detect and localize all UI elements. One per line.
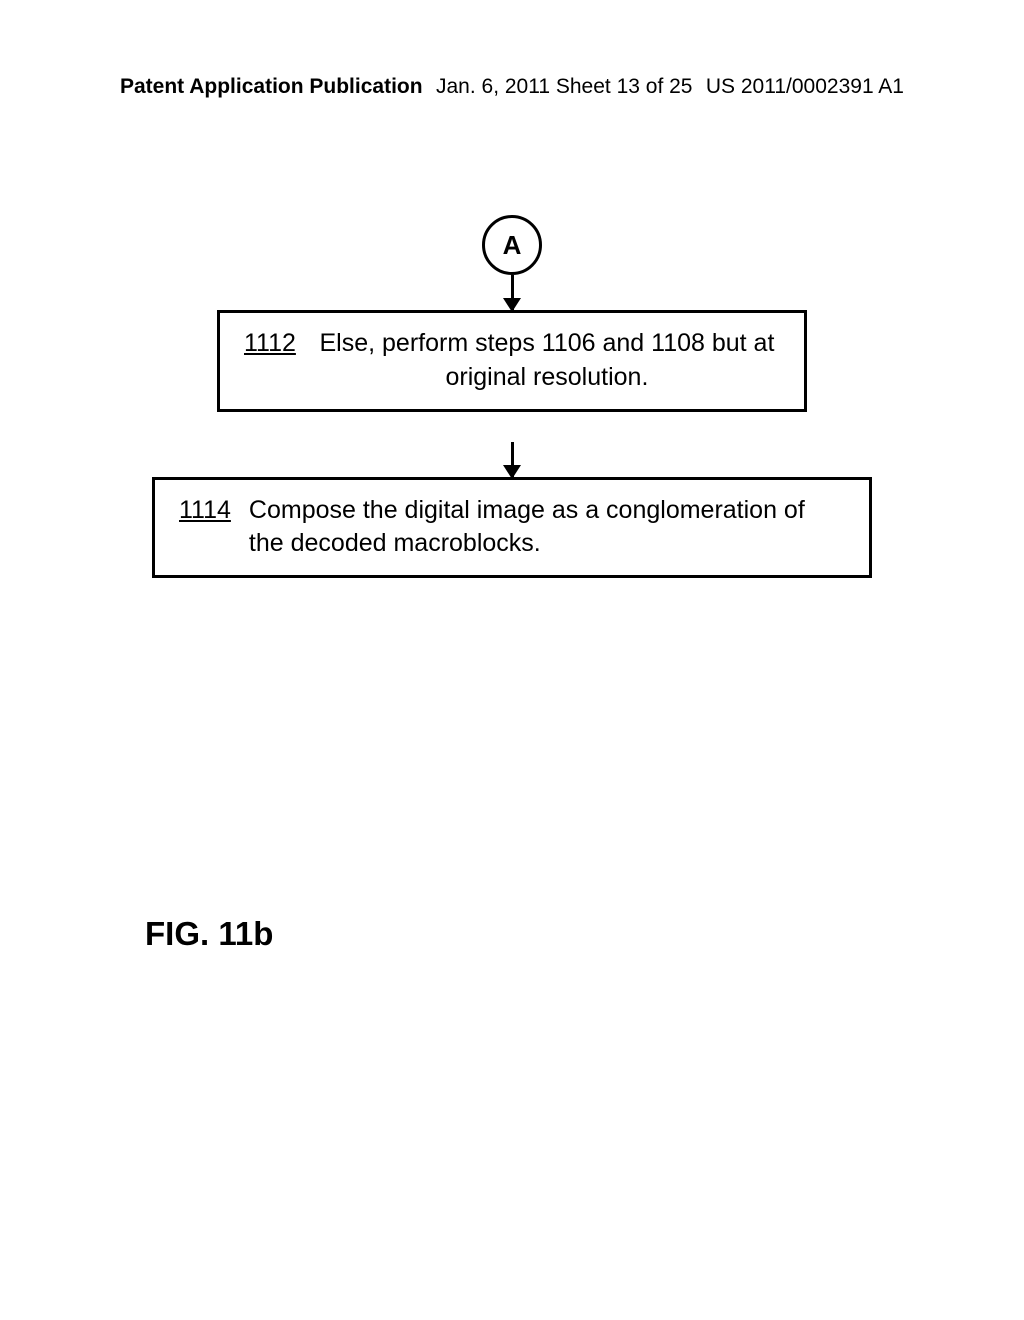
arrow-icon (511, 275, 514, 310)
header-pub-number: US 2011/0002391 A1 (706, 75, 904, 99)
header-pub-type: Patent Application Publication (120, 75, 423, 99)
flowchart-connector-a: A (482, 215, 542, 275)
step-text: Else, perform steps 1106 and 1108 but at… (314, 327, 780, 395)
step-number: 1114 (179, 494, 231, 562)
page-header: Patent Application Publication Jan. 6, 2… (0, 75, 1024, 99)
figure-label: FIG. 11b (145, 915, 273, 953)
flowchart: A 1112 Else, perform steps 1106 and 1108… (0, 215, 1024, 578)
flowchart-step-1112: 1112 Else, perform steps 1106 and 1108 b… (217, 310, 807, 412)
arrow-icon (511, 442, 514, 477)
flowchart-step-1114: 1114 Compose the digital image as a cong… (152, 477, 872, 579)
step-text: Compose the digital image as a conglomer… (249, 494, 845, 562)
header-date-sheet: Jan. 6, 2011 Sheet 13 of 25 (436, 75, 692, 99)
step-number: 1112 (244, 327, 296, 395)
connector-label: A (503, 230, 522, 261)
